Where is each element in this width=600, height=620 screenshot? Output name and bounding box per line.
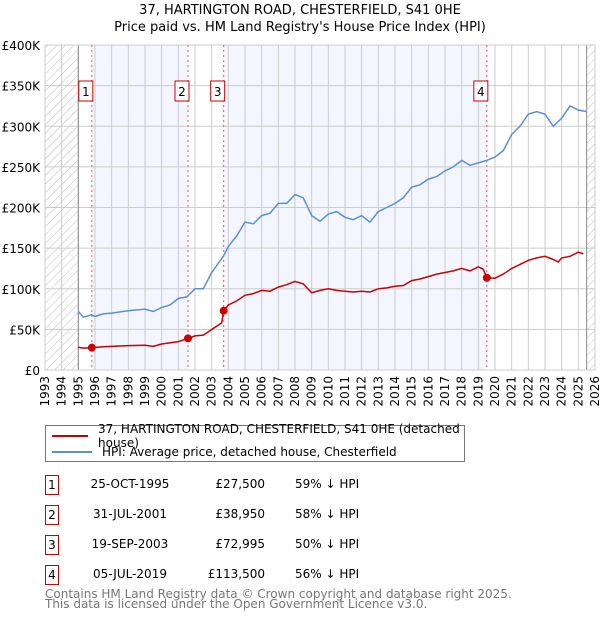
x-tick-label: 2002 (188, 376, 202, 407)
hpi-line (77, 104, 587, 319)
y-tick-label: £50K (9, 323, 41, 337)
x-tick-label: 2005 (238, 376, 252, 407)
y-tick-label: £200K (2, 202, 42, 216)
sale-date: 19-SEP-2003 (91, 537, 169, 551)
x-tick-label: 2016 (421, 376, 435, 407)
x-tick-label: 2006 (255, 376, 269, 407)
sale-hpi-diff: 50% ↓ HPI (295, 537, 360, 551)
sale-point (184, 334, 192, 343)
x-tick-label: 1994 (55, 376, 69, 407)
x-tick-label: 1999 (138, 376, 152, 407)
sale-label: 4 (477, 85, 485, 99)
x-tick-label: 2018 (455, 376, 469, 407)
x-tick-label: 2021 (505, 376, 519, 407)
y-tick-label: £100K (2, 283, 42, 297)
sale-price: £72,995 (215, 537, 265, 551)
x-tick-label: 2020 (488, 376, 502, 407)
x-tick-label: 2023 (538, 376, 552, 407)
sale-point (219, 306, 228, 315)
y-tick-label: £150K (2, 242, 42, 256)
sale-date: 31-JUL-2001 (93, 507, 167, 521)
x-tick-label: 2007 (271, 376, 285, 407)
legend-label-property: 37, HARTINGTON ROAD, CHESTERFIELD, S41 0… (98, 422, 460, 450)
x-tick-label: 2009 (305, 376, 319, 407)
x-tick-label: 2010 (321, 376, 335, 407)
sale-price: £38,950 (215, 507, 265, 521)
footer-licence: This data is licensed under the Open Gov… (45, 597, 428, 611)
x-tick-label: 2017 (438, 376, 452, 407)
sale-label-box (473, 80, 489, 102)
x-tick-label: 1997 (105, 376, 119, 407)
sale-number-badge: 2 (45, 505, 59, 525)
sale-label-box (174, 80, 190, 102)
sale-date: 25-OCT-1995 (90, 477, 170, 491)
x-tick-label: 2014 (388, 376, 402, 407)
x-tick-label: 2008 (288, 376, 302, 407)
x-tick-label: 2013 (371, 376, 385, 407)
legend-label-hpi: HPI: Average price, detached house, Ches… (102, 445, 397, 459)
legend-item-hpi: HPI: Average price, detached house, Ches… (46, 444, 397, 460)
legend-swatch-red (52, 435, 89, 437)
x-tick-label: 2025 (571, 376, 585, 407)
sale-date: 05-JUL-2019 (93, 567, 167, 581)
x-tick-label: 1993 (38, 376, 52, 407)
y-tick-label: £400K (2, 39, 42, 53)
x-tick-label: 2015 (405, 376, 419, 407)
footer: Contains HM Land Registry data © Crown c… (45, 587, 512, 611)
x-tick-label: 1996 (88, 376, 102, 407)
y-tick-label: £0 (25, 364, 40, 378)
x-tick-label: 2004 (221, 376, 235, 407)
y-tick-label: £350K (2, 80, 42, 94)
sale-label: 2 (178, 85, 186, 99)
footer-copyright: Contains HM Land Registry data © Crown c… (45, 587, 512, 601)
chart-title: 37, HARTINGTON ROAD, CHESTERFIELD, S41 0… (139, 3, 461, 18)
sale-price: £27,500 (215, 477, 265, 491)
x-tick-label: 2003 (205, 376, 219, 407)
sale-number-badge: 4 (45, 565, 59, 585)
y-tick-label: £250K (2, 161, 42, 175)
x-tick-label: 1998 (121, 376, 135, 407)
sale-hpi-diff: 58% ↓ HPI (295, 507, 360, 521)
y-tick-label: £300K (2, 120, 42, 134)
chart-subtitle: Price paid vs. HM Land Registry's House … (114, 20, 486, 35)
legend: 37, HARTINGTON ROAD, CHESTERFIELD, S41 0… (45, 422, 465, 462)
sale-hpi-diff: 56% ↓ HPI (295, 567, 360, 581)
sale-label-box (210, 80, 226, 102)
sale-price: £113,500 (207, 567, 265, 581)
chart: 1993 1994 1995 1996 1997 1998 1999 2000 2001 2002… (2, 39, 600, 407)
sale-label-box (78, 80, 94, 102)
x-tick-label: 2000 (155, 376, 169, 407)
sale-hpi-diff: 59% ↓ HPI (295, 477, 360, 491)
x-tick-label: 2024 (555, 376, 569, 407)
sale-label: 3 (214, 85, 222, 99)
x-tick-label: 2022 (521, 376, 535, 407)
plot-frame (44, 44, 596, 371)
sale-label: 1 (82, 85, 90, 99)
x-tick-label: 2012 (355, 376, 369, 407)
legend-swatch-blue (52, 451, 92, 453)
x-tick-label: 2011 (338, 376, 352, 407)
sale-number-badge: 1 (45, 475, 59, 495)
sale-point (482, 273, 491, 282)
sale-number-badge: 3 (45, 535, 59, 555)
x-tick-label: 2019 (471, 376, 485, 407)
sale-point (87, 343, 96, 352)
legend-item-property: 37, HARTINGTON ROAD, CHESTERFIELD, S41 0… (46, 422, 464, 450)
x-tick-label: 1995 (71, 376, 85, 407)
x-tick-label: 2026 (588, 376, 600, 407)
x-tick-label: 2001 (171, 376, 185, 407)
